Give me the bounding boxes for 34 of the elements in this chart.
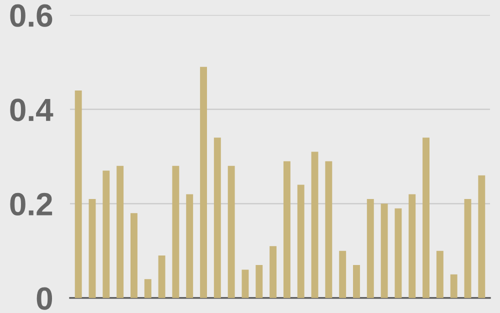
bar <box>172 166 180 298</box>
bar <box>394 208 402 298</box>
bar <box>186 194 194 298</box>
y-tick-label: 0.6 <box>10 4 52 27</box>
bar <box>311 152 318 298</box>
bar <box>144 279 152 298</box>
bar <box>270 246 277 298</box>
bar <box>339 250 346 298</box>
bar <box>116 166 124 298</box>
bar <box>74 90 82 298</box>
bar <box>228 166 235 298</box>
bar <box>200 66 207 298</box>
bar <box>380 204 388 298</box>
bar <box>436 250 444 298</box>
bar <box>325 161 332 298</box>
bar <box>408 194 416 298</box>
bar <box>366 198 374 298</box>
bar <box>478 175 486 298</box>
bar <box>102 170 110 298</box>
bar <box>88 198 96 298</box>
bar <box>158 256 166 298</box>
bar <box>130 213 138 298</box>
bar <box>464 198 472 298</box>
bar <box>242 270 249 298</box>
bar <box>214 138 221 298</box>
y-tick-label: 0 <box>36 287 52 310</box>
bar <box>297 184 304 298</box>
bar <box>450 274 458 298</box>
bar <box>422 138 430 298</box>
y-tick-label: 0.2 <box>10 192 52 216</box>
bar <box>283 161 290 298</box>
bar <box>256 264 263 298</box>
bar <box>353 264 360 298</box>
y-tick-label: 0.4 <box>10 98 54 122</box>
